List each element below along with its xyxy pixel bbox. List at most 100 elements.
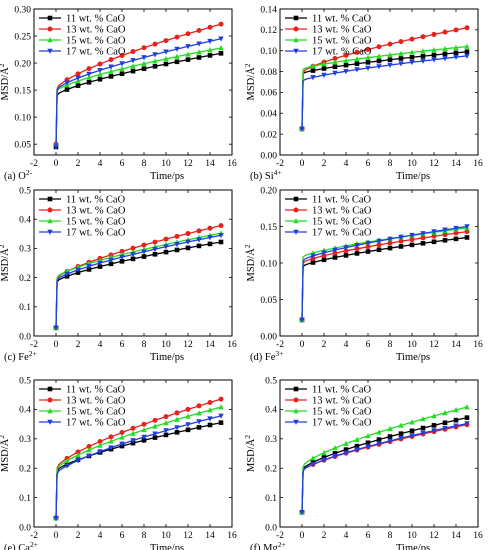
data-point bbox=[299, 317, 305, 323]
data-point bbox=[207, 235, 213, 241]
y-tick-label: 0.15 bbox=[14, 86, 31, 96]
data-point bbox=[420, 425, 426, 431]
data-point bbox=[174, 425, 180, 431]
x-tick-label: 14 bbox=[205, 340, 215, 350]
data-point bbox=[141, 55, 147, 61]
legend-marker bbox=[293, 48, 299, 54]
x-axis-label: Time/ps bbox=[396, 171, 430, 182]
data-point bbox=[163, 236, 169, 242]
y-tick-label: 0.4 bbox=[19, 216, 31, 226]
plot-frame bbox=[279, 379, 479, 528]
data-point bbox=[174, 53, 180, 59]
legend-marker bbox=[47, 397, 53, 403]
panel-label: (e) Ca2+ bbox=[4, 540, 38, 550]
chart-panel-5: -2 0 2 4 6 8 10 12 14 16 0.0 0.1 0.2 0.3 0.4 0.5 MSD/Å2 (… bbox=[0, 376, 237, 550]
data-point bbox=[409, 242, 415, 248]
data-point bbox=[108, 64, 114, 70]
data-point bbox=[97, 439, 103, 445]
data-point bbox=[196, 41, 202, 47]
data-point bbox=[86, 71, 92, 77]
x-tick-label: 6 bbox=[120, 340, 125, 350]
data-point bbox=[207, 38, 213, 45]
legend-marker bbox=[293, 397, 299, 403]
legend-item: 11 wt. % CaO bbox=[285, 195, 372, 206]
data-point bbox=[141, 421, 147, 427]
legend-item: 15 wt. % CaO bbox=[285, 36, 372, 47]
data-point bbox=[442, 56, 448, 62]
data-point bbox=[130, 430, 136, 436]
series-line bbox=[301, 51, 468, 129]
data-point bbox=[119, 52, 125, 58]
data-point bbox=[321, 61, 327, 67]
data-point bbox=[119, 65, 125, 72]
legend-item: 17 wt. % CaO bbox=[285, 418, 372, 429]
legend-marker bbox=[47, 229, 53, 235]
data-point bbox=[442, 45, 448, 52]
data-point bbox=[354, 56, 360, 62]
y-tick-label: 0.12 bbox=[260, 26, 277, 36]
legend-label: 17 wt. % CaO bbox=[312, 418, 372, 429]
legend-item: 11 wt. % CaO bbox=[39, 195, 126, 206]
x-tick-label: 16 bbox=[227, 531, 237, 541]
data-point bbox=[185, 413, 191, 419]
data-point bbox=[207, 47, 213, 53]
data-point bbox=[64, 463, 70, 469]
data-point bbox=[453, 50, 459, 56]
x-tick-label: 8 bbox=[388, 531, 393, 541]
legend-item: 13 wt. % CaO bbox=[39, 396, 126, 407]
x-tick-label: 10 bbox=[161, 531, 171, 541]
data-point bbox=[321, 449, 327, 456]
legend-label: 11 wt. % CaO bbox=[66, 195, 126, 206]
data-point bbox=[185, 57, 191, 62]
x-axis-label: Time/ps bbox=[396, 543, 430, 550]
x-tick-label: 8 bbox=[388, 340, 393, 350]
y-tick-label: 0.02 bbox=[260, 130, 277, 140]
series-line bbox=[55, 23, 222, 145]
data-point bbox=[453, 236, 459, 242]
legend-item: 15 wt. % CaO bbox=[39, 407, 126, 418]
data-point bbox=[174, 410, 180, 416]
y-tick-label: 0.00 bbox=[260, 332, 277, 342]
legend-label: 15 wt. % CaO bbox=[66, 36, 126, 47]
data-point bbox=[453, 407, 459, 413]
legend-marker bbox=[47, 419, 53, 425]
data-point bbox=[174, 46, 180, 52]
data-point bbox=[108, 434, 114, 440]
data-point bbox=[343, 440, 349, 446]
data-point bbox=[365, 54, 371, 60]
data-point bbox=[442, 409, 448, 416]
data-point bbox=[310, 462, 316, 468]
series-line bbox=[301, 422, 468, 513]
data-point bbox=[64, 87, 70, 92]
x-tick-label: 14 bbox=[451, 159, 461, 169]
data-point bbox=[86, 267, 92, 272]
data-point bbox=[163, 244, 169, 250]
legend-marker bbox=[293, 229, 299, 235]
x-tick-label: 0 bbox=[54, 159, 59, 169]
data-point bbox=[420, 430, 426, 436]
data-point bbox=[141, 254, 147, 259]
data-point bbox=[207, 422, 213, 428]
y-tick-label: 0.2 bbox=[265, 465, 277, 475]
data-point bbox=[332, 250, 338, 256]
plot-frame bbox=[279, 8, 479, 156]
y-tick-label: 0.10 bbox=[14, 113, 31, 123]
x-tick-label: 0 bbox=[54, 531, 59, 541]
x-tick-label: 8 bbox=[142, 531, 147, 541]
legend-item: 17 wt. % CaO bbox=[285, 228, 372, 239]
data-point bbox=[464, 224, 470, 230]
data-point bbox=[86, 66, 92, 72]
data-point bbox=[376, 238, 382, 244]
data-point bbox=[431, 423, 437, 428]
x-tick-label: 16 bbox=[473, 159, 483, 169]
x-tick-label: 0 bbox=[54, 340, 59, 350]
x-tick-label: 14 bbox=[451, 531, 461, 541]
data-point bbox=[163, 55, 169, 62]
x-tick-label: 2 bbox=[76, 159, 81, 169]
data-point bbox=[332, 247, 338, 253]
legend-label: 11 wt. % CaO bbox=[312, 385, 372, 396]
x-tick-label: -2 bbox=[30, 340, 38, 350]
data-point bbox=[218, 21, 224, 27]
